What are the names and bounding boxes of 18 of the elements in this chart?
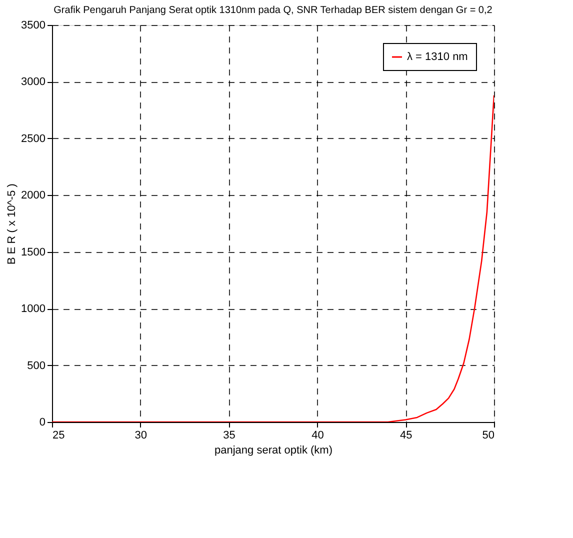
x-tick-label: 35: [223, 430, 236, 442]
y-tick-label: 3000: [21, 76, 46, 88]
x-tick-label: 50: [482, 430, 494, 442]
x-tick-label: 45: [400, 430, 412, 442]
y-tick-label: 2000: [21, 190, 46, 202]
legend-label: λ = 1310 nm: [407, 51, 468, 63]
chart-title: Grafik Pengaruh Panjang Serat optik 1310nm pada Q, SNR Terhadap BER sistem dengan Gr = 0,2: [54, 5, 493, 16]
x-tick-label: 40: [312, 430, 324, 442]
x-axis-title: panjang serat optik (km): [214, 444, 332, 456]
y-axis-title: B E R ( x 10^-5 ): [6, 184, 18, 264]
y-tick-label: 0: [39, 416, 46, 428]
y-tick-label: 2500: [21, 132, 46, 145]
y-tick-label: 1000: [21, 303, 46, 316]
x-tick-label: 25: [52, 430, 65, 442]
y-tick-label: 3500: [21, 20, 46, 32]
x-tick-label: 30: [134, 430, 148, 442]
y-tick-label: 1500: [21, 246, 46, 258]
y-tick-label: 500: [27, 360, 46, 372]
